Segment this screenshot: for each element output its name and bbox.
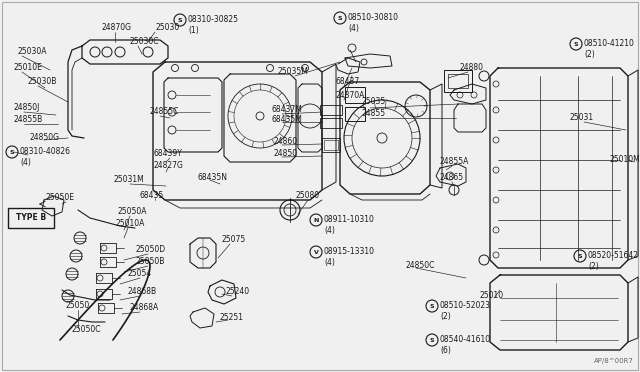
Text: S: S bbox=[10, 150, 14, 154]
Text: 25030A: 25030A bbox=[18, 48, 47, 57]
Text: 68435: 68435 bbox=[140, 192, 164, 201]
Text: 24850: 24850 bbox=[274, 150, 298, 158]
Text: 68435N: 68435N bbox=[198, 173, 228, 182]
Text: 25010M: 25010M bbox=[610, 155, 640, 164]
Bar bbox=[345, 107, 365, 121]
Text: 25010A: 25010A bbox=[115, 219, 145, 228]
Text: 24855C: 24855C bbox=[150, 108, 179, 116]
Text: 24870G: 24870G bbox=[102, 23, 132, 32]
Text: 68437: 68437 bbox=[336, 77, 360, 87]
Text: (2): (2) bbox=[588, 262, 599, 270]
Text: (6): (6) bbox=[440, 346, 451, 355]
Text: (4): (4) bbox=[324, 225, 335, 234]
Text: AP/8^00R7: AP/8^00R7 bbox=[594, 358, 634, 364]
Text: (1): (1) bbox=[188, 26, 199, 35]
Text: 08540-41610: 08540-41610 bbox=[440, 336, 491, 344]
Text: 25050D: 25050D bbox=[136, 246, 166, 254]
Text: 08510-41210: 08510-41210 bbox=[584, 39, 635, 48]
Text: 24868B: 24868B bbox=[128, 288, 157, 296]
Text: 25251: 25251 bbox=[220, 314, 244, 323]
Text: S: S bbox=[178, 17, 182, 22]
Text: 25030B: 25030B bbox=[28, 77, 58, 87]
Text: S: S bbox=[338, 16, 342, 20]
Bar bbox=[322, 138, 340, 152]
Text: S: S bbox=[429, 304, 435, 308]
Text: 24850C: 24850C bbox=[406, 262, 435, 270]
Text: S: S bbox=[429, 337, 435, 343]
Text: 24865: 24865 bbox=[440, 173, 464, 183]
Bar bbox=[320, 105, 342, 115]
Text: (4): (4) bbox=[324, 257, 335, 266]
Text: S: S bbox=[573, 42, 579, 46]
Text: 25030: 25030 bbox=[155, 23, 179, 32]
Text: V: V bbox=[314, 250, 319, 254]
Text: 25050C: 25050C bbox=[72, 326, 102, 334]
Bar bbox=[345, 87, 365, 103]
Text: 08510-30810: 08510-30810 bbox=[348, 13, 399, 22]
Text: 25031: 25031 bbox=[570, 113, 594, 122]
Text: 25054: 25054 bbox=[128, 269, 152, 279]
Text: 08310-40826: 08310-40826 bbox=[20, 148, 71, 157]
Text: 68439Y: 68439Y bbox=[154, 150, 183, 158]
Text: (4): (4) bbox=[20, 157, 31, 167]
Text: 24880: 24880 bbox=[460, 64, 484, 73]
Text: 24855: 24855 bbox=[362, 109, 386, 119]
Text: (2): (2) bbox=[440, 311, 451, 321]
Text: 08911-10310: 08911-10310 bbox=[324, 215, 375, 224]
Text: 25240: 25240 bbox=[226, 288, 250, 296]
Text: 24855A: 24855A bbox=[440, 157, 469, 167]
Text: 25075: 25075 bbox=[222, 235, 246, 244]
Text: 25050B: 25050B bbox=[136, 257, 165, 266]
Text: 24870A: 24870A bbox=[336, 92, 365, 100]
Text: 24827G: 24827G bbox=[154, 160, 184, 170]
Text: 25050E: 25050E bbox=[46, 193, 75, 202]
Text: 08310-30825: 08310-30825 bbox=[188, 16, 239, 25]
Text: (2): (2) bbox=[584, 49, 595, 58]
Text: 24860: 24860 bbox=[274, 138, 298, 147]
Text: 25010: 25010 bbox=[480, 292, 504, 301]
Text: S: S bbox=[578, 253, 582, 259]
Text: 68435M: 68435M bbox=[272, 115, 303, 125]
Text: N: N bbox=[314, 218, 319, 222]
Text: 08915-13310: 08915-13310 bbox=[324, 247, 375, 257]
Text: 25010E: 25010E bbox=[14, 64, 43, 73]
Text: (4): (4) bbox=[348, 23, 359, 32]
Bar bbox=[448, 74, 468, 88]
Text: 25050A: 25050A bbox=[117, 208, 147, 217]
Bar bbox=[320, 118, 342, 128]
Text: 25050: 25050 bbox=[66, 301, 90, 311]
Bar bbox=[8, 208, 54, 228]
Text: 08520-51642: 08520-51642 bbox=[588, 251, 639, 260]
Text: 24850J: 24850J bbox=[14, 103, 40, 112]
Text: 24868A: 24868A bbox=[130, 304, 159, 312]
Text: 68437M: 68437M bbox=[272, 106, 303, 115]
Bar bbox=[324, 140, 338, 150]
Bar bbox=[444, 70, 472, 92]
Text: 24855B: 24855B bbox=[14, 115, 44, 125]
Text: 25080: 25080 bbox=[296, 192, 320, 201]
Text: TYPE B: TYPE B bbox=[16, 214, 46, 222]
Text: 25035: 25035 bbox=[362, 97, 387, 106]
Text: 25031M: 25031M bbox=[114, 176, 145, 185]
Text: 25030C: 25030C bbox=[130, 38, 159, 46]
Text: 24850G: 24850G bbox=[30, 134, 60, 142]
Text: 08510-52023: 08510-52023 bbox=[440, 301, 491, 311]
Text: 25035M: 25035M bbox=[278, 67, 309, 77]
